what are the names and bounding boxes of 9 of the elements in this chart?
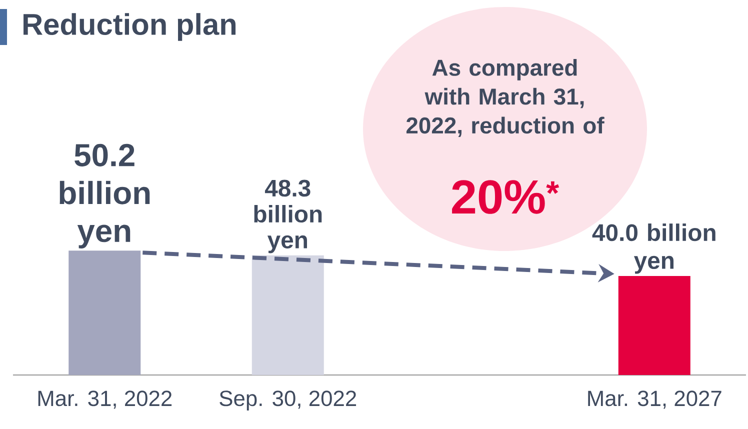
text: As compared with March 31, 2022, reduction of <box>406 59 604 137</box>
text: 20%$^{*}$ <box>452 180 560 214</box>
data-label: 48.3 billion yen <box>254 180 322 254</box>
x-tick-label: Sep. 30, 2022 <box>220 390 356 410</box>
data-label: 40.0 billion yen <box>592 224 716 274</box>
data-label: 50.2 billion yen <box>60 144 150 248</box>
chart-title: Reduction plan <box>24 13 236 41</box>
x-tick-label: Mar. 31, 2022 <box>38 390 172 409</box>
x-tick-label: Mar. 31, 2027 <box>588 390 722 409</box>
